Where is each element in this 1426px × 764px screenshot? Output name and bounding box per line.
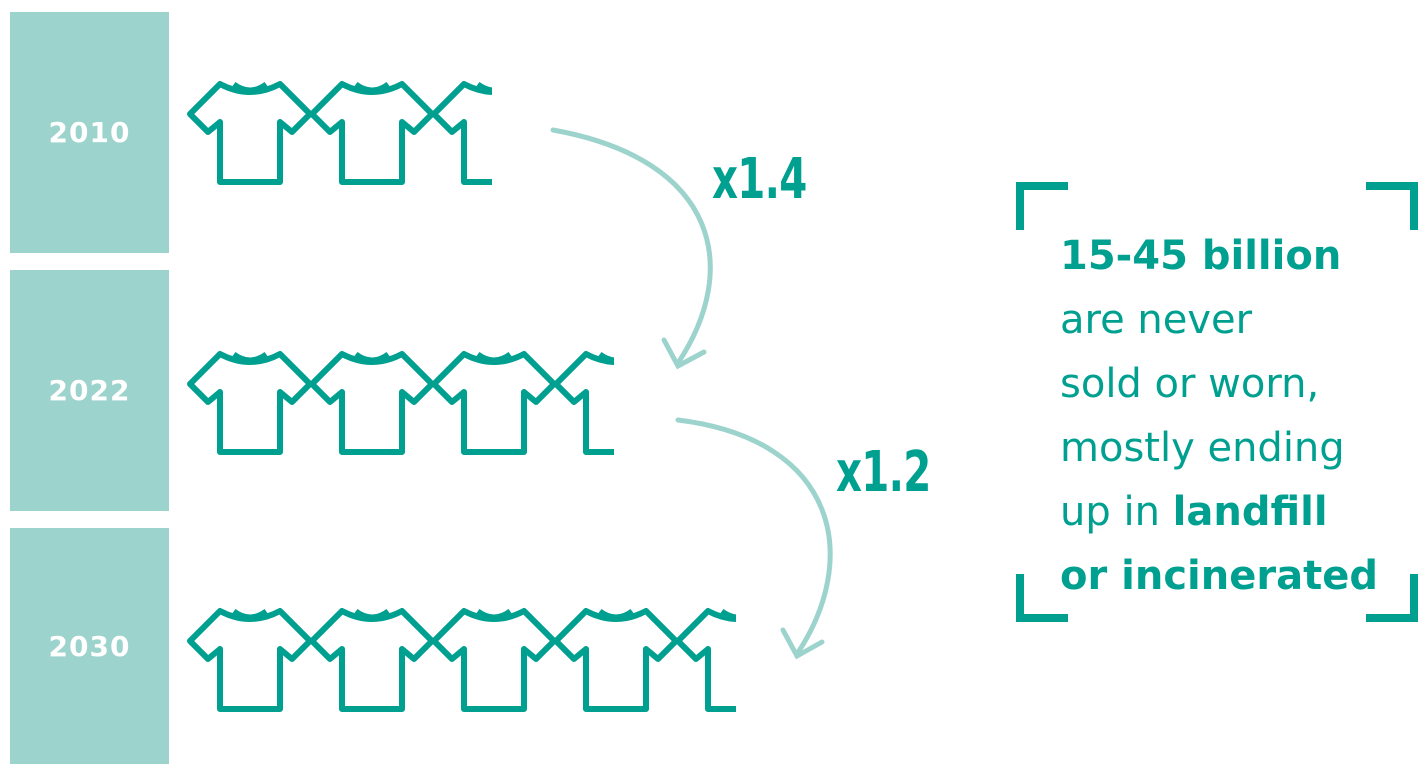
year-block-2022: 2022 xyxy=(10,270,169,511)
shirt-icon xyxy=(309,81,435,185)
shirt-icon xyxy=(675,608,736,712)
year-label-2022: 2022 xyxy=(48,374,131,407)
shirt-row-2022 xyxy=(187,346,748,456)
multiplier-2022-2030: x1.2 xyxy=(836,440,931,505)
waste-callout: 15-45 billion are never sold or worn, mo… xyxy=(1016,182,1418,622)
callout-line-1: 15-45 billion xyxy=(1060,233,1342,279)
shirt-icon xyxy=(309,608,435,712)
bracket-bottom-left xyxy=(1016,574,1068,622)
shirt-icon xyxy=(309,351,435,455)
arrow-2022-to-2030 xyxy=(675,417,833,660)
callout-text: 15-45 billion are never sold or worn, mo… xyxy=(1060,224,1400,608)
shirt-icon xyxy=(187,81,313,185)
callout-line-5-bold: landfill xyxy=(1172,489,1328,535)
shirt-icon xyxy=(431,608,557,712)
callout-line-5-prefix: up in xyxy=(1060,489,1173,535)
callout-line-2: are never xyxy=(1060,297,1253,343)
year-block-2010: 2010 xyxy=(10,12,169,253)
shirt-row-2010 xyxy=(187,76,748,186)
shirt-icon xyxy=(553,608,679,712)
multiplier-2010-2022: x1.4 xyxy=(712,147,807,212)
bracket-top-right xyxy=(1366,182,1418,230)
shirt-icons-2010 xyxy=(187,81,492,185)
shirt-icons-2022 xyxy=(187,351,614,455)
shirt-icon xyxy=(431,351,557,455)
year-label-2030: 2030 xyxy=(48,629,131,663)
shirt-icon xyxy=(553,351,614,455)
shirt-row-2030 xyxy=(187,603,748,713)
shirt-icon xyxy=(187,351,313,455)
callout-line-6: or incinerated xyxy=(1060,553,1378,599)
year-label-2010: 2010 xyxy=(48,116,131,149)
callout-line-3: sold or worn, xyxy=(1060,361,1320,407)
shirt-icon xyxy=(187,608,313,712)
year-block-2030: 2030 xyxy=(10,528,169,764)
bracket-bottom-right xyxy=(1366,574,1418,622)
callout-line-5: up in landfill xyxy=(1060,480,1400,544)
shirt-icons-2030 xyxy=(187,608,736,712)
arrow-2010-to-2022 xyxy=(550,127,713,370)
bracket-top-left xyxy=(1016,182,1068,230)
callout-line-4: mostly ending xyxy=(1060,425,1345,471)
shirt-icon xyxy=(431,81,492,185)
